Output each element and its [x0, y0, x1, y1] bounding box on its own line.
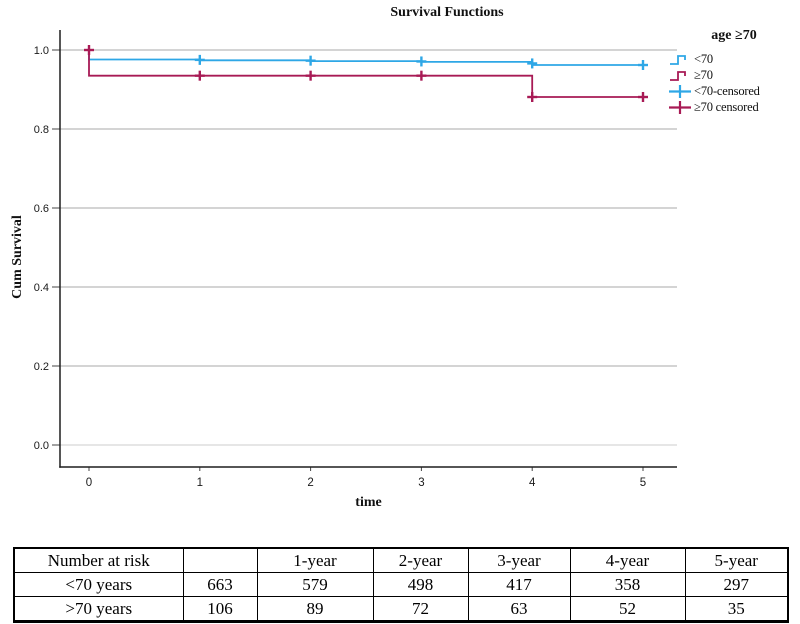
legend-item-label: <70-censored — [694, 84, 760, 98]
risk-table-cell: 579 — [256, 572, 374, 597]
chart-title: Survival Functions — [390, 5, 504, 20]
legend-item-label: <70 — [694, 52, 713, 66]
risk-table-header-cell: 4-year — [569, 547, 686, 573]
risk-table-cell: 106 — [182, 596, 258, 622]
risk-table-cell: 89 — [256, 596, 374, 622]
legend-item-label: ≥70 censored — [694, 100, 759, 114]
step-line-icon — [670, 71, 686, 81]
risk-table-header-cell — [182, 547, 258, 573]
risk-table-cell: 498 — [372, 572, 469, 597]
risk-table-cell: 297 — [684, 572, 789, 597]
x-tick-label: 3 — [418, 477, 424, 489]
y-tick-label: 1.0 — [34, 45, 49, 57]
x-tick-label: 4 — [529, 477, 536, 489]
x-tick-label: 5 — [640, 477, 646, 489]
risk-table-cell: 417 — [467, 572, 571, 597]
y-tick-label: 0.8 — [34, 124, 49, 136]
table-row: >70 years 106 89 72 63 52 35 — [13, 596, 789, 622]
y-axis-title: Cum Survival — [10, 215, 25, 299]
survival-curve — [88, 50, 643, 98]
survival-curve — [88, 50, 643, 66]
risk-table-cell: 35 — [684, 596, 789, 622]
risk-table-header-cell: 1-year — [256, 547, 374, 573]
risk-table-cell: >70 years — [13, 596, 184, 622]
x-axis-title: time — [355, 495, 382, 510]
legend-item: <70 — [668, 52, 800, 67]
x-tick-label: 2 — [307, 477, 313, 489]
risk-table-header-cell: 2-year — [372, 547, 469, 573]
legend-title: age ≥70 — [711, 28, 757, 43]
censored-plus-icon — [669, 101, 691, 114]
y-tick-label: 0.0 — [34, 440, 49, 452]
y-tick-label: 0.6 — [34, 203, 49, 215]
y-tick-label: 0.4 — [34, 282, 49, 294]
legend-item: <70-censored — [668, 84, 800, 99]
x-tick-label: 1 — [197, 477, 203, 489]
step-line-icon — [670, 55, 686, 65]
risk-table-cell: 72 — [372, 596, 469, 622]
table-row: <70 years 663 579 498 417 358 297 — [13, 572, 789, 597]
legend: age ≥70 <70 ≥70 <70-censored ≥70 censored — [668, 28, 800, 116]
risk-table-cell: 358 — [569, 572, 686, 597]
number-at-risk-table: Number at risk 1-year 2-year 3-year 4-year 5-… — [13, 547, 789, 623]
risk-table-cell: 52 — [569, 596, 686, 622]
risk-table-header-cell: 5-year — [684, 547, 789, 573]
y-tick-label: 0.2 — [34, 361, 49, 373]
risk-table-header-cell: 3-year — [467, 547, 571, 573]
risk-table-header-row: Number at risk 1-year 2-year 3-year 4-year 5-… — [13, 547, 789, 573]
km-plot-canvas: 0.0 0.2 0.4 0.6 0.8 1.0 0 1 2 3 4 5 — [34, 30, 677, 489]
risk-table-cell: <70 years — [13, 572, 184, 597]
legend-items: <70 ≥70 <70-censored ≥70 censored — [668, 52, 800, 115]
risk-table-cell: 63 — [467, 596, 571, 622]
risk-table-header-cell: Number at risk — [13, 547, 184, 573]
censored-plus-icon — [669, 85, 691, 98]
risk-table-cell: 663 — [182, 572, 258, 597]
legend-item-label: ≥70 — [694, 68, 713, 82]
legend-item: ≥70 — [668, 68, 800, 83]
legend-item: ≥70 censored — [668, 100, 800, 115]
x-tick-label: 0 — [86, 477, 92, 489]
